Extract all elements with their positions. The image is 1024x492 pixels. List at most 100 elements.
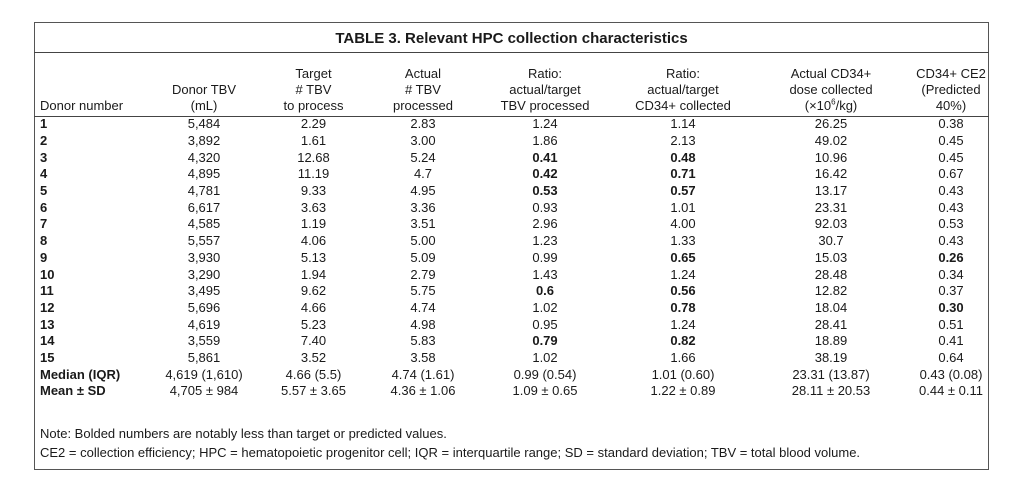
table-row: Median (IQR) 4,619 (1,610) 4.66 (5.5) 4.74 …: [40, 366, 997, 383]
table-cell: 0.45: [938, 149, 964, 165]
table-cell: 0.65: [670, 249, 696, 265]
row-label-cell: Mean ± SD: [40, 383, 106, 399]
row-label-cell: 4: [40, 166, 48, 182]
header-line: /kg): [835, 98, 858, 113]
table-cell: 0.53: [938, 216, 964, 232]
table-cell: 9.62: [300, 283, 327, 299]
table-cell: 0.37: [938, 283, 964, 299]
table-cell: 1.09 ± 0.65: [512, 383, 578, 399]
header-line: Donor number: [40, 98, 124, 113]
table-cell: 4.95: [410, 183, 436, 199]
table-cell: 0.43: [938, 233, 964, 249]
table-title: TABLE 3. Relevant HPC collection charact…: [335, 30, 688, 47]
table-cell: 3.00: [410, 133, 436, 149]
table-row: 3 4,320 12.68 5.24 0.41 0.48 10.96 0.45: [40, 149, 997, 166]
table-cell: 0.26: [938, 249, 964, 265]
table-cell: 0.53: [532, 183, 558, 199]
header-line: actual/target: [509, 82, 581, 97]
table-cell: 4,585: [187, 216, 221, 232]
table-cell: 3.63: [300, 199, 327, 215]
header-cd34-ce2: CD34+ CE2 (Predicted 40%): [905, 54, 997, 116]
table-cell: 18.89: [814, 333, 848, 349]
table-cell: 1.01 (0.60): [651, 366, 715, 382]
header-line: actual/target: [647, 82, 719, 97]
table-frame: [34, 22, 989, 470]
table-cell: 10.96: [814, 149, 848, 165]
row-label-cell: 3: [40, 149, 48, 165]
table-cell: 1.86: [532, 133, 558, 149]
table-cell: 4,320: [187, 149, 221, 165]
table-cell: 0.43 (0.08): [919, 366, 983, 382]
header-line: (mL): [190, 98, 218, 113]
table-cell: 4,781: [187, 183, 221, 199]
table-cell: 1.61: [300, 133, 327, 149]
header-line: CD34+ CE2: [916, 66, 986, 81]
table-row: 4 4,895 11.19 4.7 0.42 0.71 16.42 0.67: [40, 166, 997, 183]
header-cd34-dose: Actual CD34+ dose collected (×106/kg): [757, 54, 905, 116]
table-cell: 1.02: [532, 349, 558, 365]
table-cell: 28.11 ± 20.53: [791, 383, 871, 399]
row-label-cell: 12: [40, 299, 55, 315]
row-label-cell: 9: [40, 249, 48, 265]
table-cell: 2.79: [410, 266, 436, 282]
table-cell: 3,495: [187, 283, 221, 299]
table-cell: 2.29: [300, 116, 327, 132]
table-cell: 3,930: [187, 249, 221, 265]
table-cell: 0.78: [670, 299, 696, 315]
table-cell: 12.68: [297, 149, 330, 165]
row-label-cell: 10: [40, 266, 55, 282]
table-cell: 1.66: [670, 349, 696, 365]
table-row: Mean ± SD 4,705 ± 984 5.57 ± 3.65 4.36 ± 1.…: [40, 383, 997, 400]
header-bottom-rule: [34, 116, 989, 117]
row-label-cell: 2: [40, 133, 48, 149]
table-cell: 5,484: [187, 116, 221, 132]
row-label-cell: 11: [40, 283, 54, 299]
table-cell: 12.82: [814, 283, 848, 299]
table-cell: 11.19: [297, 166, 330, 182]
note-abbreviations: CE2 = collection efficiency; HPC = hemat…: [40, 445, 861, 460]
table-cell: 4,705 ± 984: [169, 383, 239, 399]
header-line: # TBV: [405, 82, 441, 97]
header-target-tbv: Target # TBV to process: [262, 54, 365, 116]
row-label-cell: Median (IQR): [40, 366, 121, 382]
note-bold: Note: Bolded numbers are notably less th…: [40, 426, 447, 441]
table-row: 1 5,484 2.29 2.83 1.24 1.14 26.25 0.38: [40, 116, 997, 133]
table-cell: 0.43: [938, 199, 964, 215]
header-top-rule: [34, 52, 989, 53]
table-cell: 4,619: [187, 316, 221, 332]
table-cell: 1.23: [532, 233, 558, 249]
table-cell: 4.7: [413, 166, 433, 182]
table-cell: 5.75: [410, 283, 436, 299]
table-cell: 28.48: [814, 266, 848, 282]
table-cell: 2.13: [670, 133, 696, 149]
table-cell: 3.51: [410, 216, 436, 232]
row-label-cell: 5: [40, 183, 48, 199]
table-cell: 1.14: [670, 116, 696, 132]
table-cell: 0.99: [532, 249, 558, 265]
table-cell: 0.99 (0.54): [513, 366, 577, 382]
table-cell: 4,619 (1,610): [165, 366, 243, 382]
table-cell: 0.93: [532, 199, 558, 215]
table-cell: 9.33: [300, 183, 327, 199]
table-cell: 4.06: [300, 233, 327, 249]
table-cell: 0.48: [670, 149, 696, 165]
table-row: 7 4,585 1.19 3.51 2.96 4.00 92.03 0.53: [40, 216, 997, 233]
table-cell: 5.09: [410, 249, 436, 265]
row-label-cell: 15: [40, 349, 55, 365]
table-cell: 0.71: [670, 166, 696, 182]
table-row: 10 3,290 1.94 2.79 1.43 1.24 28.48 0.34: [40, 266, 997, 283]
table-cell: 0.56: [670, 283, 696, 299]
header-line: Target: [295, 66, 332, 81]
table-cell: 2.96: [532, 216, 558, 232]
table-cell: 5.57 ± 3.65: [281, 383, 346, 399]
table-cell: 0.42: [532, 166, 558, 182]
header-line: (Predicted 40%): [921, 82, 981, 113]
table-cell: 4.66 (5.5): [285, 366, 342, 382]
table-cell: 5,557: [187, 233, 221, 249]
table-cell: 23.31: [814, 199, 848, 215]
table-cell: 49.02: [814, 133, 848, 149]
table-row: 14 3,559 7.40 5.83 0.79 0.82 18.89 0.41: [40, 333, 997, 350]
table-cell: 0.51: [938, 316, 964, 332]
header-line: to process: [283, 98, 344, 113]
table-cell: 26.25: [814, 116, 848, 132]
